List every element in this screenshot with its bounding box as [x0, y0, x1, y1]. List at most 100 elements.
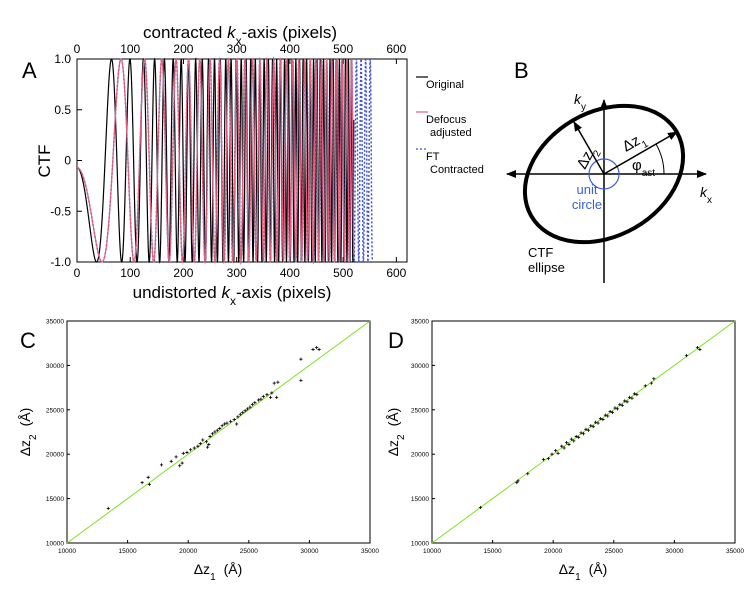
panel-a-x-tick-label: 600 [386, 266, 406, 280]
panel-d-point [630, 396, 634, 400]
panel-label-c: C [20, 328, 36, 353]
panel-a-series-defocus-adjusted [77, 56, 355, 265]
panel-a-x-tick-label: 100 [120, 266, 140, 280]
panel-c-point [299, 357, 303, 361]
panel-c-y-tick-label: 30000 [46, 363, 64, 370]
panel-d-point [478, 505, 483, 510]
panel-c-point [253, 401, 257, 405]
panel-c-point [178, 464, 182, 468]
panel-d-point [541, 457, 546, 462]
panel-c-point [243, 409, 247, 413]
panel-d-x-axis-title: Δz1 (Å) [559, 561, 608, 583]
panel-c-ticks [66, 320, 371, 544]
panel-a-ctf-plot: A contracted kx-axis (pixels) 0 100 200 300… [22, 23, 484, 308]
panel-c-point [241, 410, 245, 415]
panel-c-point [189, 448, 193, 452]
panel-d-point [652, 377, 656, 381]
panel-d-point [546, 457, 550, 461]
panel-label-d: D [388, 328, 404, 353]
panel-c-point [222, 422, 227, 426]
panel-c-point [106, 506, 110, 510]
panel-c-point [181, 451, 185, 455]
dz2-arrow [573, 121, 605, 175]
panel-a-y-tick-label: 0.5 [54, 103, 71, 117]
panel-c-point [275, 395, 279, 399]
panel-b-ellipse-diagram: B ky kx Δz1 Δz2 φast unit circle CTF ellip… [506, 58, 712, 283]
panel-c-point [299, 378, 303, 383]
panel-c-point [236, 415, 240, 419]
panel-c-fit-line-segment [66, 320, 371, 544]
panel-a-y-tick-label: -0.5 [50, 204, 71, 218]
panel-a-top-tick-label: 400 [280, 42, 300, 56]
panel-d-point [625, 400, 629, 404]
panel-d-point [584, 427, 588, 431]
panel-c-point [169, 459, 173, 463]
panel-d-point [606, 414, 610, 418]
panel-d-point [567, 442, 571, 447]
panel-d-point [569, 437, 573, 441]
panel-c-y-axis-title: Δz2(Å) [17, 408, 39, 457]
panel-d-fit-line [431, 320, 736, 544]
panel-a-x-tick-label: 0 [74, 266, 81, 280]
panel-c-point [204, 440, 208, 444]
panel-d-point [623, 399, 627, 403]
panel-d-point [526, 472, 530, 476]
panel-a-top-tick-label: 600 [386, 42, 406, 56]
panel-d-point [577, 435, 581, 439]
panel-a-curves [76, 56, 374, 265]
panel-c-fit-line [66, 320, 371, 544]
panel-c-point [146, 475, 150, 479]
panel-c-point [270, 391, 274, 395]
panel-a-y-tick-label: 1.0 [54, 52, 71, 66]
panel-c-point [261, 394, 265, 399]
panel-d-point [589, 424, 593, 428]
panel-label-b: B [514, 58, 529, 83]
panel-a-x-tick-label: 400 [280, 266, 300, 280]
panel-d-point [649, 381, 653, 385]
panel-d-point [550, 452, 554, 456]
panel-a-top-tick-label: 300 [227, 42, 247, 56]
panel-d-point [695, 346, 700, 350]
dz2-label: Δz2 [574, 143, 604, 174]
panel-c-point [269, 395, 273, 399]
legend-label-ft: FT Contracted [426, 151, 484, 176]
panel-c-point [210, 432, 215, 436]
panel-d-point [556, 451, 560, 455]
ctf-ellipse-label: CTF ellipse [528, 245, 565, 275]
unit-circle [588, 158, 620, 190]
panel-d-x-tick-labels: 10000 15000 20000 25000 30000 35000 [423, 548, 744, 555]
panel-c-x-tick-label: 20000 [179, 548, 197, 555]
panel-c-x-tick-label: 35000 [361, 548, 379, 555]
panel-d-point [560, 444, 564, 448]
panel-c-point [238, 412, 242, 416]
panel-c-point [208, 434, 212, 439]
panel-c-y-tick-labels: 10000 15000 20000 25000 30000 35000 [46, 319, 64, 548]
panel-d-point [643, 384, 647, 388]
panel-d-y-tick-label: 25000 [411, 407, 429, 414]
panel-c-point [215, 428, 219, 432]
panel-c-point [276, 380, 280, 384]
panel-c-point [265, 393, 269, 397]
panel-a-bottom-axis-title: undistorted kx-axis (pixels) [133, 283, 332, 308]
panel-c-y-tick-label: 10000 [46, 541, 64, 548]
panel-c-y-tick-label: 15000 [46, 496, 64, 503]
panel-d-x-tick-label: 20000 [544, 548, 562, 555]
panel-d-y-tick-label: 20000 [411, 452, 429, 459]
panel-d-point [515, 481, 519, 485]
dz1-label: Δz1 [620, 129, 651, 159]
panel-d-point [516, 479, 520, 483]
panel-c-x-tick-label: 30000 [300, 548, 318, 555]
panel-c-x-tick-label: 25000 [240, 548, 258, 555]
panel-label-a: A [22, 58, 37, 83]
panel-c-point [196, 444, 200, 448]
panel-c-x-tick-label: 15000 [119, 548, 137, 555]
panel-d-y-tick-labels: 10000 15000 20000 25000 30000 35000 [411, 319, 429, 548]
panel-d-point [564, 441, 569, 445]
panel-d-point [598, 417, 603, 421]
panel-c-points [106, 346, 321, 510]
panel-c-point [232, 417, 236, 422]
panel-c-point [259, 397, 263, 401]
panel-c-scatter: C 10000 15000 20000 25000 30000 35000 10000 15… [17, 319, 379, 583]
panel-d-point [572, 439, 576, 443]
